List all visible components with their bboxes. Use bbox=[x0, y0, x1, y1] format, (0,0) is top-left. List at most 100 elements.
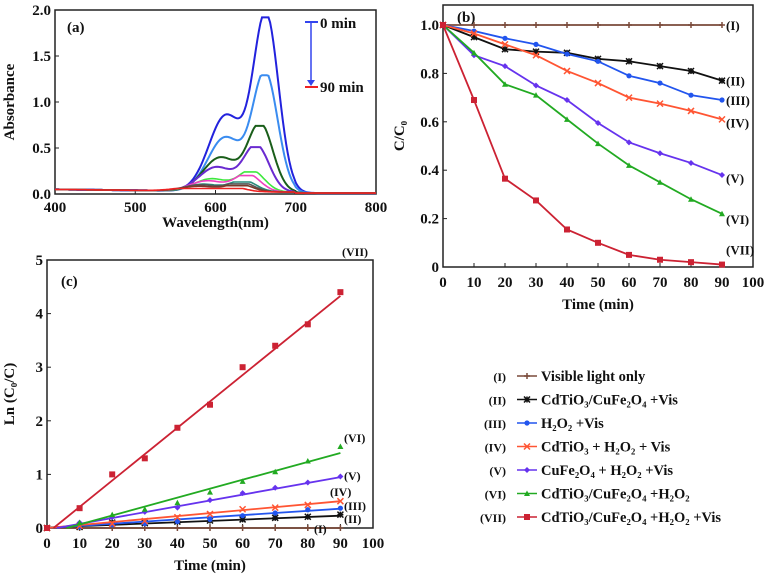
series-end-label: (VI) bbox=[726, 212, 749, 227]
circle-marker bbox=[502, 35, 508, 41]
star-marker bbox=[239, 515, 247, 523]
series-5 bbox=[440, 22, 725, 179]
legend-item bbox=[517, 420, 537, 426]
triangle-marker bbox=[174, 499, 181, 506]
circle-marker bbox=[207, 516, 213, 523]
legend-item bbox=[517, 395, 537, 404]
circle-marker bbox=[719, 97, 725, 103]
cross-marker bbox=[625, 94, 633, 102]
plus-marker bbox=[272, 525, 279, 531]
legend-label: Visible light only bbox=[541, 369, 646, 385]
plus-marker bbox=[502, 22, 508, 28]
triangle-marker bbox=[564, 116, 570, 122]
x-tick-label: 100 bbox=[742, 275, 765, 291]
legend-item bbox=[517, 514, 537, 520]
square-marker bbox=[502, 175, 508, 182]
y-tick-label: 5 bbox=[36, 253, 44, 269]
series-end-label: (V) bbox=[726, 171, 744, 186]
legend-item bbox=[517, 373, 537, 379]
series-end-label: (V) bbox=[344, 469, 361, 483]
y-tick-label: 2.0 bbox=[32, 3, 51, 19]
series-end-label: (II) bbox=[344, 512, 361, 526]
square-marker bbox=[141, 455, 148, 462]
x-tick-label: 40 bbox=[560, 275, 575, 291]
legend-item bbox=[517, 467, 537, 473]
x-tick-label: 90 bbox=[333, 536, 348, 552]
circle-marker bbox=[657, 80, 663, 86]
series-line bbox=[442, 24, 723, 121]
spectrum-line bbox=[55, 124, 376, 195]
triangle-marker bbox=[337, 443, 344, 450]
plus-marker bbox=[207, 525, 213, 531]
x-axis-label: Wavelength(nm) bbox=[162, 215, 269, 231]
diamond-marker bbox=[174, 504, 181, 511]
star-marker bbox=[625, 57, 633, 65]
plus-marker bbox=[533, 22, 539, 28]
plus-marker bbox=[239, 525, 246, 531]
diamond-marker bbox=[688, 159, 694, 166]
square-marker bbox=[657, 256, 663, 263]
fit-line bbox=[56, 476, 341, 529]
star-marker bbox=[523, 395, 531, 404]
diamond-marker bbox=[239, 490, 246, 497]
y-tick-label: 1.0 bbox=[32, 95, 51, 111]
star-marker bbox=[336, 511, 344, 519]
cross-marker bbox=[594, 79, 602, 87]
plot-frame-b bbox=[442, 4, 754, 268]
diamond-marker bbox=[207, 497, 213, 504]
square-marker bbox=[109, 471, 116, 478]
legend-id: (I) bbox=[493, 370, 506, 384]
y-tick-label: 0.4 bbox=[420, 163, 439, 179]
square-marker bbox=[440, 22, 446, 28]
series-6 bbox=[44, 443, 344, 531]
cross-marker bbox=[523, 442, 531, 451]
x-tick-label: 50 bbox=[591, 275, 606, 291]
series-2 bbox=[439, 21, 726, 85]
square-marker bbox=[524, 514, 530, 520]
fit-line bbox=[46, 507, 341, 529]
x-tick-label: 600 bbox=[204, 200, 227, 216]
x-tick-label: 30 bbox=[137, 536, 152, 552]
square-marker bbox=[239, 364, 246, 371]
legend-label: CdTiO₃/CuFe₂O₄ +H₂O₂ bbox=[541, 487, 690, 503]
legend-item bbox=[517, 442, 537, 451]
plus-marker bbox=[564, 22, 570, 28]
plus-marker bbox=[471, 22, 477, 28]
cross-marker bbox=[718, 115, 726, 123]
diamond-marker bbox=[533, 82, 539, 89]
triangle-marker bbox=[141, 506, 148, 512]
square-marker bbox=[595, 239, 601, 246]
y-tick-label: 0.2 bbox=[420, 212, 439, 228]
series-line bbox=[442, 24, 723, 176]
series-end-label: (VII) bbox=[342, 245, 368, 259]
x-tick-label: 20 bbox=[105, 536, 120, 552]
square-marker bbox=[272, 342, 279, 349]
diamond-marker bbox=[626, 139, 632, 146]
x-tick-label: 50 bbox=[203, 536, 218, 552]
diamond-marker bbox=[337, 473, 344, 480]
y-axis-label: Absorbance bbox=[2, 63, 18, 140]
cross-marker bbox=[304, 501, 312, 509]
series-6 bbox=[440, 22, 725, 217]
circle-marker bbox=[595, 58, 601, 64]
plus-marker bbox=[595, 22, 601, 28]
triangle-marker bbox=[626, 162, 632, 168]
diamond-marker bbox=[719, 172, 725, 179]
cross-marker bbox=[141, 517, 149, 525]
legend-label: CdTiO₃/CuFe₂O₄ +H₂O₂ +Vis bbox=[541, 510, 721, 526]
series-end-label: (IV) bbox=[726, 115, 749, 130]
x-tick-label: 100 bbox=[362, 536, 385, 552]
plus-marker bbox=[174, 525, 181, 531]
y-tick-label: 1.0 bbox=[420, 18, 439, 34]
x-tick-label: 0 bbox=[43, 536, 51, 552]
x-tick-label: 700 bbox=[285, 200, 308, 216]
y-tick-label: 1 bbox=[36, 467, 44, 483]
star-marker bbox=[271, 514, 279, 522]
y-tick-label: 3 bbox=[36, 360, 44, 376]
y-tick-label: 0.0 bbox=[32, 187, 51, 203]
square-marker bbox=[688, 259, 694, 266]
circle-marker bbox=[626, 73, 632, 79]
series-end-label: (III) bbox=[344, 499, 366, 513]
plus-marker bbox=[304, 525, 311, 531]
legend-label: CdTiO₃/CuFe₂O₄ +Vis bbox=[541, 393, 678, 409]
